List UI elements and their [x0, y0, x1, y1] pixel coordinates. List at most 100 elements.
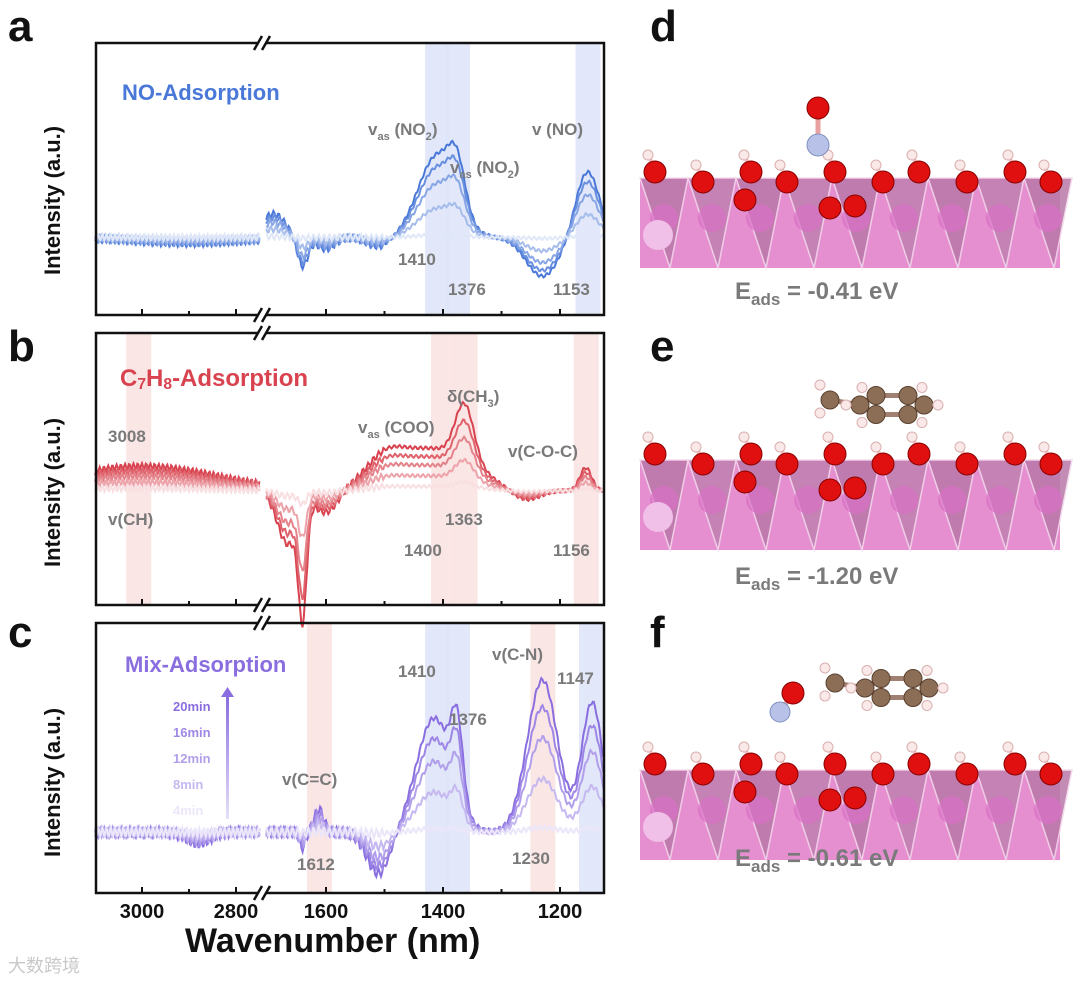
oxygen-atom: [643, 160, 667, 184]
series-8min-line: [265, 774, 605, 854]
oxygen-atom: [955, 452, 979, 476]
nitrogen-atom: [806, 133, 830, 157]
hydrogen-atom: [774, 441, 786, 453]
oxygen-atom: [1039, 170, 1063, 194]
peak-label-v-no: v (NO): [532, 120, 583, 139]
hydrogen-atom: [856, 381, 868, 393]
oxygen-atom: [843, 476, 867, 500]
hydrogen-atom: [856, 417, 868, 429]
hydrogen-atom: [819, 662, 831, 674]
axis-break-mark: [252, 307, 272, 323]
x-tick-label: 1400: [421, 901, 466, 923]
axis-break-mark: [252, 885, 272, 901]
oxygen-atom: [775, 762, 799, 786]
highlight-band-1153: [575, 43, 601, 315]
panel-letter-e: e: [650, 322, 675, 371]
time-arrow: [226, 697, 229, 819]
metal-atom: [890, 204, 918, 232]
model-c7h8-adsorption: [638, 431, 1073, 553]
oxygen-atom: [843, 194, 867, 218]
metal-atom-highlight: [643, 812, 673, 842]
metal-atom: [986, 204, 1014, 232]
text-part: (NO: [472, 158, 508, 177]
series-12min-line: [94, 470, 261, 492]
axis-break-mark: [252, 35, 272, 51]
hydrogen-atom: [954, 159, 966, 171]
legend-12min: 12min: [173, 751, 211, 766]
oxygen-atom: [818, 478, 842, 502]
legend-4min: 4min: [173, 803, 203, 818]
hydrogen-atom: [932, 399, 944, 411]
text-part: 2: [508, 169, 514, 181]
x-axis-label: Wavenumber (nm): [185, 922, 481, 960]
axis-break-mark: [252, 325, 272, 341]
peak-label-v-c-o-c: v(C-O-C): [508, 442, 578, 461]
hydrogen-atom: [814, 379, 826, 391]
nitrogen-atom: [769, 701, 791, 723]
hydrogen-atom: [738, 431, 750, 443]
legend-16min: 16min: [173, 725, 211, 740]
hydrogen-atom: [690, 441, 702, 453]
metal-atom: [1034, 486, 1062, 514]
series-4min-line: [94, 823, 261, 841]
model-mix-adsorption: [638, 741, 1073, 863]
x-tick-label: 3000: [120, 901, 165, 923]
adsorption-energy-f: Eads = -0.61 eV: [735, 845, 899, 876]
y-axis-label-c: Intensity (a.u.): [40, 707, 65, 857]
text-part: Mix-Adsorption: [125, 652, 286, 677]
text-part: v(C-N): [492, 645, 543, 664]
hydrogen-atom: [1038, 159, 1050, 171]
peak-position-1410: 1410: [398, 250, 436, 269]
peak-label-vas-no2-1: vas (NO2): [368, 120, 437, 143]
y-axis-label-a: Intensity (a.u.): [40, 125, 65, 275]
text-part: C: [120, 365, 137, 392]
time-arrow-head: [221, 687, 234, 697]
metal-atom: [1034, 796, 1062, 824]
panel-letter-f: f: [650, 608, 665, 657]
metal-atom: [890, 486, 918, 514]
hydrogen-atom: [690, 751, 702, 763]
series-16min-line: [265, 154, 605, 273]
carbon-atom: [820, 390, 840, 410]
oxygen-atom: [843, 786, 867, 810]
peak-label-vas-coo: vas (COO): [358, 418, 435, 441]
panel-a: [94, 35, 606, 323]
adsorption-energy-e: Eads = -1.20 eV: [735, 563, 899, 594]
carbon-atom: [871, 668, 891, 688]
axis-break-mark: [252, 597, 272, 613]
series-4min-line: [265, 823, 605, 842]
text-part: 1612: [297, 855, 335, 874]
metal-atom: [986, 486, 1014, 514]
oxygen-atom: [739, 160, 763, 184]
panel-letter-c: c: [8, 608, 33, 657]
hydrogen-atom: [642, 741, 654, 753]
text-part: 1376: [448, 280, 486, 299]
axis-break-mark: [252, 615, 272, 631]
hydrogen-atom: [822, 741, 834, 753]
text-part: v(C-O-C): [508, 442, 578, 461]
text-part: -Adsorption: [172, 365, 308, 392]
metal-atom: [698, 486, 726, 514]
peak-label-vas-no2-2: vas (NO2): [450, 158, 519, 181]
panel-letter-a: a: [8, 2, 33, 51]
hydrogen-atom: [819, 690, 831, 702]
oxygen-atom: [733, 188, 757, 212]
oxygen-atom: [1003, 160, 1027, 184]
hydrogen-atom: [690, 159, 702, 171]
carbon-atom: [825, 673, 845, 693]
hydrogen-atom: [642, 431, 654, 443]
text-part: as: [377, 131, 389, 143]
oxygen-atom: [775, 170, 799, 194]
oxygen-atom: [1003, 442, 1027, 466]
text-part: 1376: [449, 710, 487, 729]
peak-position-1363: 1363: [445, 510, 483, 529]
series-4min-line: [94, 482, 261, 496]
metal-atom-highlight: [643, 220, 673, 250]
metal-atom: [1034, 204, 1062, 232]
hydrogen-atom: [774, 751, 786, 763]
panel-b: [94, 325, 606, 628]
oxygen-atom: [733, 780, 757, 804]
text-part: 3008: [108, 427, 146, 446]
peak-position-1410: 1410: [398, 662, 436, 681]
oxygen-atom: [818, 788, 842, 812]
